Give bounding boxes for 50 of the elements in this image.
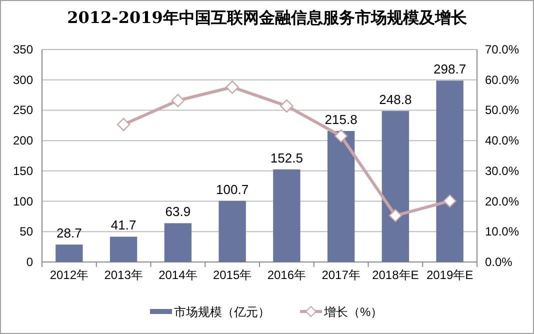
y2-tick-label: 50.0% [485,103,520,118]
data-label: 298.7 [434,62,466,77]
y-tick-label: 50 [20,224,34,239]
data-label: 28.7 [56,226,82,241]
y-tick-label: 350 [12,42,34,56]
point [334,129,348,143]
y-tick-label: 300 [12,72,34,87]
x-tick-label: 2018年E [372,268,419,282]
y2-tick-label: 0.0% [485,255,513,269]
chart-title: 2012-2019年中国互联网金融信息服务市场规模及增长 [67,8,468,27]
y2-tick-label: 30.0% [485,164,520,178]
bar [110,236,138,262]
legend-label: 市场规模（亿元） [174,305,270,319]
bar [382,110,410,262]
y2-tick-label: 40.0% [485,134,520,148]
y2-tick-label: 60.0% [485,72,520,87]
y2-tick-label: 70.0% [485,42,520,56]
x-tick-label: 2019年E [426,268,474,282]
data-label: 63.9 [165,204,191,220]
data-label: 248.8 [379,92,412,107]
x-tick-label: 2013年 [104,268,143,282]
data-label: 100.7 [216,182,249,197]
point [226,80,239,94]
bar [56,244,83,262]
data-label: 215.8 [324,112,358,127]
point [116,118,130,132]
x-tick-label: 2016年 [267,268,306,282]
x-tick-label: 2014年 [158,268,198,282]
point [388,208,402,222]
point [443,194,456,208]
bar [273,169,300,262]
bar [164,223,192,262]
y-tick-label: 0 [26,255,34,269]
y2-tick-label: 20.0% [485,194,520,208]
bar [218,200,246,262]
y-tick-label: 200 [12,134,34,148]
x-tick-label: 2015年 [212,268,252,282]
point [171,94,185,108]
data-label: 41.7 [110,218,136,233]
y-tick-label: 250 [12,103,34,118]
y2-tick-label: 10.0% [485,224,520,239]
data-label: 152.5 [270,150,303,166]
point [280,99,294,113]
y-tick-label: 100 [12,194,34,208]
bar [436,80,464,262]
x-tick-label: 2017年 [322,268,360,282]
bar [327,130,355,262]
y-tick-label: 150 [12,164,34,178]
x-tick-label: 2012年 [50,268,89,282]
legend-label: 增长（%） [323,305,383,319]
